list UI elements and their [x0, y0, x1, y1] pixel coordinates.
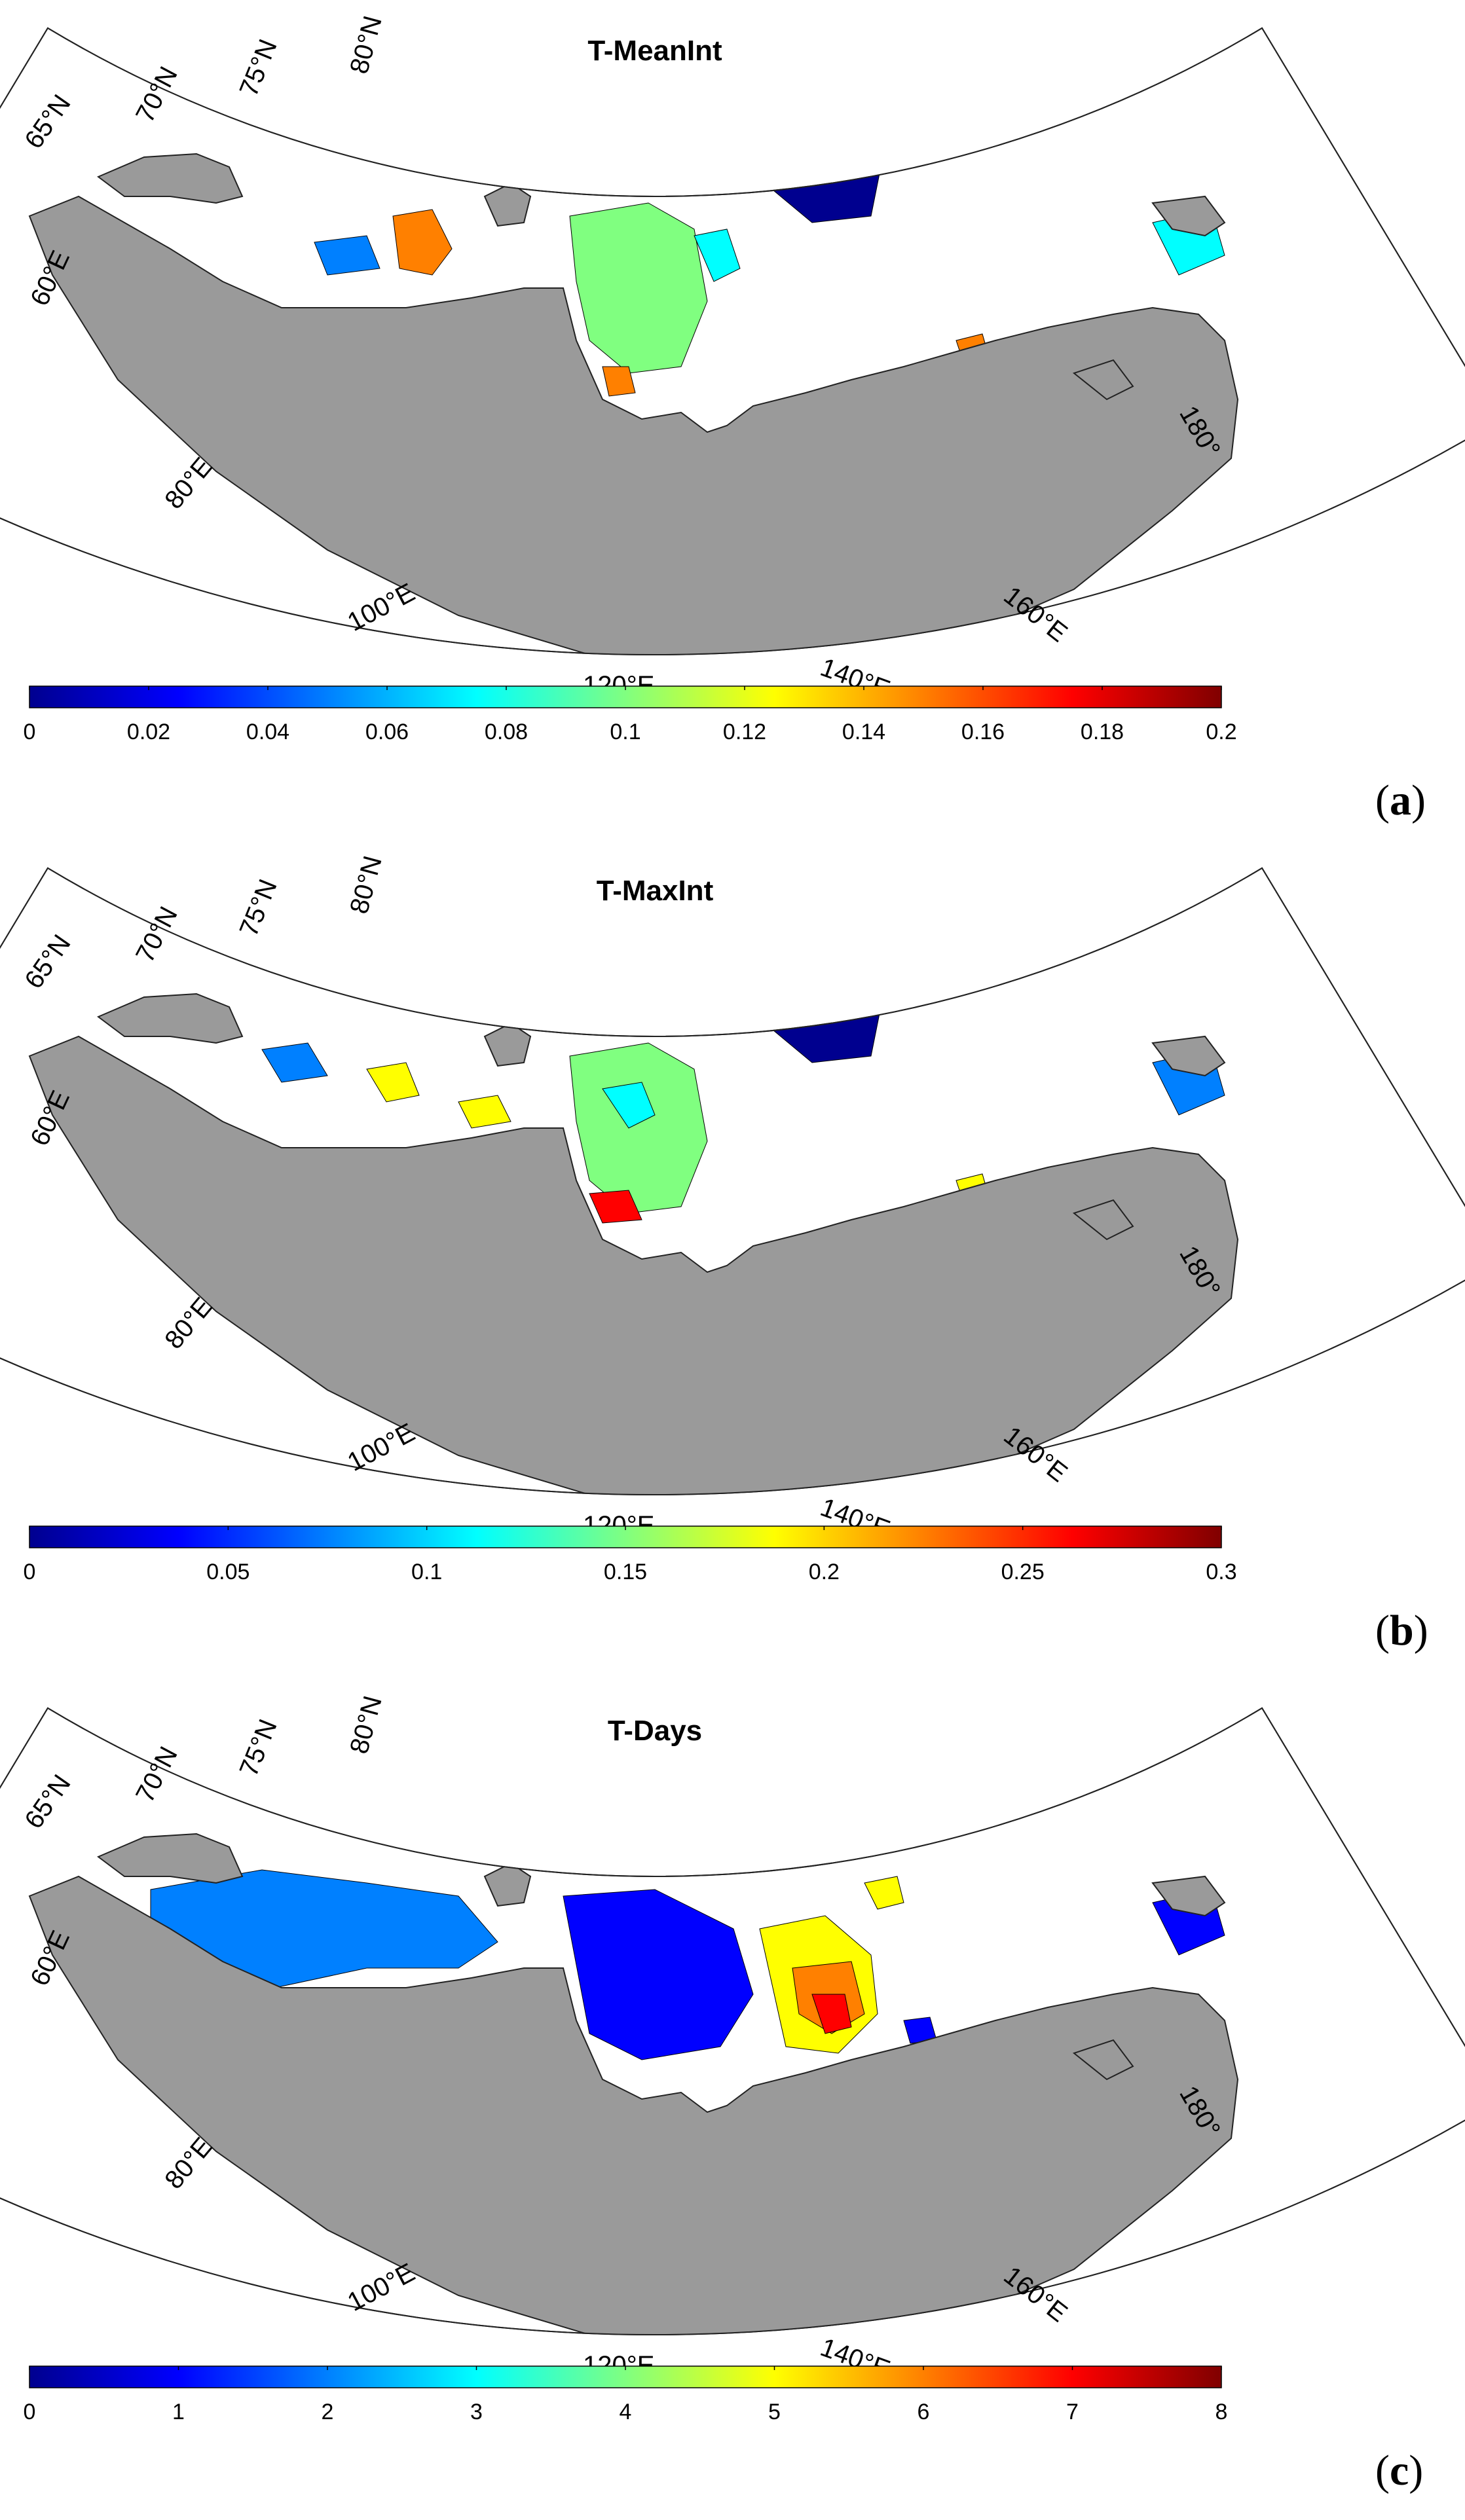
- colorbar-tick-label: 4: [620, 2400, 632, 2424]
- data-patch: [589, 1190, 642, 1224]
- colorbar-tick-label: 6: [918, 2400, 930, 2424]
- lat-label: 80°N: [344, 853, 388, 917]
- data-patch: [602, 1082, 656, 1129]
- colorbar-tick-label: 0.1: [610, 720, 640, 744]
- island: [1151, 1035, 1226, 1077]
- colorbar: 0 1 2 3 4 5 6 7 8: [24, 2365, 1228, 2424]
- map-title: T-MaxInt: [597, 875, 714, 907]
- colorbar-tick-label: 0.08: [485, 720, 528, 744]
- map-b: T-MaxInt 65°N 70°N 75°N 80°N60°E80°E100°E12…: [0, 853, 1465, 1584]
- map-outline: [0, 27, 1465, 655]
- panel-letter: (c): [1375, 2447, 1424, 2494]
- land-mass: [28, 1875, 1239, 2335]
- colorbar-tick-label: 0: [24, 2400, 36, 2424]
- colorbar-tick-label: 0.2: [1206, 720, 1236, 744]
- colorbar-tick-label: 0.02: [127, 720, 170, 744]
- map-layers: [28, 111, 1239, 655]
- colorbar-tick-label: 0.16: [961, 720, 1005, 744]
- island: [1151, 195, 1226, 237]
- data-patch: [392, 209, 453, 276]
- data-patch: [720, 1804, 787, 1851]
- colorbar-tick-label: 0.04: [246, 720, 289, 744]
- data-patch: [569, 202, 708, 374]
- colorbar-tick-label: 0.1: [411, 1560, 442, 1584]
- panel-letter: (b): [1375, 1607, 1428, 1654]
- colorbar-tick-label: 3: [470, 2400, 483, 2424]
- colorbar-tick-label: 0: [24, 1560, 36, 1584]
- colorbar-tick-label: 0: [24, 720, 36, 744]
- map-outline: [0, 867, 1465, 1495]
- map-a: T-MeanInt 65°N 70°N 75°N 80°N60°E80°E100°E1…: [0, 13, 1465, 744]
- lat-label: 75°N: [234, 875, 283, 940]
- map-title: T-Days: [608, 1715, 702, 1747]
- data-patch: [602, 366, 636, 397]
- land-mass: [28, 1035, 1239, 1495]
- colorbar: 0 0.05 0.1 0.15 0.2 0.25 0.3: [24, 1525, 1237, 1584]
- colorbar-tick-label: 0.25: [1001, 1560, 1045, 1584]
- island: [1072, 359, 1134, 401]
- data-patch: [864, 1876, 904, 1910]
- colorbar-tick-label: 0.14: [842, 720, 885, 744]
- colorbar: 0 0.02 0.04 0.06 0.08 0.1 0.12 0.14 0.16 0.18 0.2: [24, 685, 1237, 744]
- island: [1151, 1875, 1226, 1917]
- lat-label: 75°N: [234, 35, 283, 100]
- panel-letter: (a): [1375, 776, 1426, 824]
- lat-label: 80°N: [344, 13, 388, 77]
- colorbar-tick-label: 7: [1066, 2400, 1079, 2424]
- lat-label: 80°N: [344, 1693, 388, 1757]
- colorbar-tick-label: 8: [1215, 2400, 1228, 2424]
- data-patch: [569, 1042, 708, 1214]
- panel-b: T-MaxInt 65°N 70°N 75°N 80°N 60°E 80°E 100°E 12…: [0, 840, 1465, 1680]
- colorbar-tick-label: 0.15: [604, 1560, 647, 1584]
- panel-a: T-MeanInt 65°N 70°N 75°N 80°N 60°E 80°E 100°E 1…: [0, 0, 1465, 840]
- map-title: T-MeanInt: [587, 35, 722, 67]
- island: [97, 993, 244, 1044]
- colorbar-tick-label: 2: [322, 2400, 334, 2424]
- data-patch: [798, 1764, 865, 1805]
- data-patch: [563, 1889, 754, 2060]
- colorbar-tick-label: 0.18: [1081, 720, 1124, 744]
- colorbar-tick-label: 0.3: [1206, 1560, 1236, 1584]
- colorbar-tick-label: 0.12: [723, 720, 766, 744]
- data-patch: [458, 1095, 511, 1129]
- map-layers: [28, 1764, 1239, 2335]
- map-c: T-Days 65°N 70°N 75°N 80°N60°E80°E100°E120°…: [0, 1693, 1465, 2424]
- island: [1072, 2039, 1134, 2081]
- land-mass: [28, 195, 1239, 655]
- map-layers: [28, 951, 1239, 1495]
- island: [1072, 1199, 1134, 1241]
- colorbar-tick-label: 0.2: [809, 1560, 840, 1584]
- colorbar-tick-label: 0.05: [206, 1560, 250, 1584]
- island: [97, 153, 244, 204]
- island: [97, 1833, 244, 1884]
- data-patch: [366, 1062, 420, 1103]
- lat-label: 75°N: [234, 1715, 283, 1780]
- map-outline: [0, 1707, 1465, 2335]
- panel-c: T-Days 65°N 70°N 75°N 80°N 60°E 80°E 100°E 120°…: [0, 1680, 1465, 2520]
- data-patch: [811, 1994, 852, 2034]
- data-patch: [694, 228, 741, 282]
- colorbar-tick-label: 0.06: [365, 720, 409, 744]
- colorbar-tick-label: 1: [172, 2400, 185, 2424]
- data-patch: [261, 1042, 328, 1083]
- data-patch: [314, 235, 380, 276]
- colorbar-tick-label: 5: [768, 2400, 781, 2424]
